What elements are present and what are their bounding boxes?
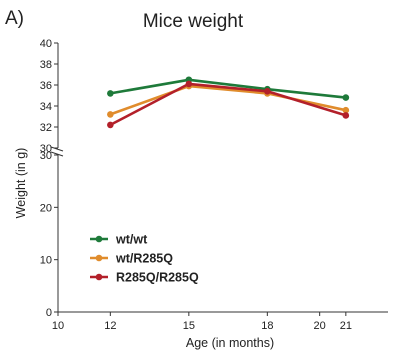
data-point	[107, 90, 114, 97]
legend-item: R285Q/R285Q	[90, 271, 199, 285]
legend-label: R285Q/R285Q	[116, 271, 199, 285]
series-line	[110, 78, 346, 99]
panel-label: A)	[5, 8, 24, 29]
y-axis-label: Weight (in g)	[14, 148, 28, 219]
data-point	[264, 88, 271, 95]
y-tick-label: 36	[40, 80, 52, 92]
x-axis-label: Age (in months)	[186, 336, 274, 350]
data-point	[107, 111, 114, 118]
y-tick-label: 10	[40, 255, 52, 267]
series-group	[107, 76, 350, 129]
x-tick-label: 12	[104, 320, 116, 332]
y-tick-label: 30	[40, 150, 52, 162]
data-point	[107, 121, 114, 129]
data-point	[185, 80, 193, 88]
legend-item: wt/wt	[90, 233, 148, 247]
legend-item: wt/R285Q	[90, 252, 173, 266]
x-tick-label: 20	[314, 320, 326, 332]
x-tick-label: 15	[183, 320, 195, 332]
data-point	[342, 112, 350, 119]
series-line	[109, 84, 347, 116]
y-tick-label: 20	[40, 202, 52, 214]
y-tick-label: 32	[40, 122, 52, 134]
y-tick-label: 38	[40, 59, 52, 71]
y-axis-break-mark	[50, 151, 64, 157]
legend-swatch-point	[95, 235, 103, 243]
x-tick-label: 18	[261, 320, 273, 332]
x-tick-label: 21	[340, 320, 352, 332]
legend-swatch-point	[95, 254, 103, 262]
data-point	[342, 94, 350, 101]
data-point	[342, 106, 350, 114]
y-tick-label: 30	[40, 143, 52, 155]
series-line	[109, 82, 347, 127]
legend-label: wt/wt	[115, 233, 148, 247]
legend-label: wt/R285Q	[115, 252, 173, 266]
y-tick-label: 0	[46, 307, 52, 319]
y-tick-label: 40	[40, 38, 52, 50]
x-tick-label: 10	[52, 320, 64, 332]
axes	[50, 42, 388, 316]
legend-swatch-point	[95, 273, 103, 281]
y-axis-break-mark	[50, 146, 64, 152]
chart-title: Mice weight	[143, 11, 244, 32]
legend: wt/wt wt/R285Q R285Q/R285Q	[90, 233, 199, 285]
series-3	[107, 80, 350, 129]
y-tick-label: 34	[40, 101, 52, 113]
